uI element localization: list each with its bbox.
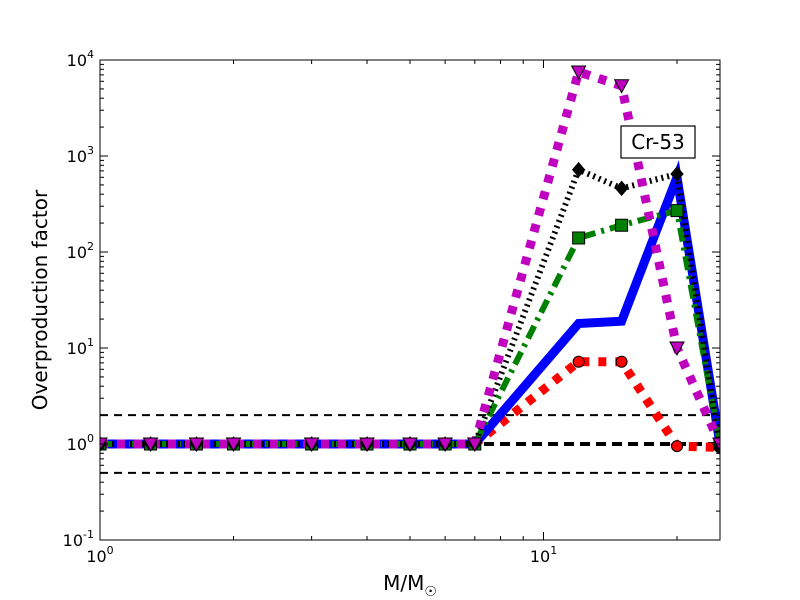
series-3-marker-10 [614, 180, 629, 197]
y-tick-base-0: 10 [63, 531, 83, 550]
x-tick-exp-0: 0 [107, 544, 114, 557]
series-4-marker-3 [225, 437, 242, 453]
y-tick-base-4: 10 [67, 147, 87, 166]
y-tick-base-2: 10 [67, 339, 87, 358]
series-4-marker-7 [437, 437, 453, 453]
x-axis-title: M/M☉ [383, 571, 437, 600]
series-4-marker-11 [669, 341, 685, 357]
series-0-marker-11 [671, 440, 684, 453]
series-markers [100, 65, 720, 456]
series-4-marker-10 [613, 79, 630, 94]
annotation-box [620, 125, 696, 159]
x-tick-base-0: 10 [86, 547, 106, 566]
y-tick-label-2: 101 [67, 336, 94, 358]
series-4-marker-6 [402, 437, 418, 453]
y-tick-label-1: 100 [67, 432, 94, 454]
y-tick-label-3: 102 [67, 240, 94, 262]
series-3-marker-11 [670, 166, 684, 182]
series-0-marker-9 [572, 355, 585, 368]
y-tick-label-4: 103 [67, 144, 94, 166]
series-4-marker-4 [303, 437, 320, 453]
series-2-marker-10 [615, 218, 629, 232]
x-tick-exp-1: 1 [550, 544, 557, 557]
y-tick-base-5: 10 [67, 51, 87, 70]
y-tick-label-5: 104 [67, 48, 94, 70]
y-tick-base-1: 10 [67, 435, 87, 454]
annotation-text: Cr-53 [631, 130, 685, 154]
x-axis-title-subscript: ☉ [424, 584, 437, 600]
y-tick-label-0: 10-1 [63, 528, 94, 550]
series-4-marker-9 [570, 65, 587, 81]
x-tick-label-1: 101 [530, 544, 557, 566]
series-2-marker-11 [670, 204, 684, 218]
series-4-marker-2 [188, 437, 205, 453]
y-axis-title: Overproduction factor [28, 189, 52, 410]
y-tick-exp-5: 4 [87, 48, 94, 61]
y-tick-exp-4: 3 [87, 144, 94, 157]
series-3-marker-9 [571, 161, 586, 178]
y-tick-exp-3: 2 [87, 240, 94, 253]
annotation: Cr-53 [620, 125, 696, 159]
series-4-marker-8 [466, 437, 483, 453]
x-axis-title-main: M/M [383, 571, 424, 595]
y-tick-exp-0: -1 [83, 528, 94, 541]
y-tick-base-3: 10 [67, 243, 87, 262]
series-4-marker-5 [359, 437, 375, 453]
x-tick-base-1: 10 [530, 547, 550, 566]
x-tick-label-0: 100 [86, 544, 113, 566]
y-tick-exp-1: 0 [87, 432, 94, 445]
series-0-marker-10 [615, 355, 628, 368]
y-tick-exp-2: 1 [87, 336, 94, 349]
series-2-marker-9 [572, 231, 586, 245]
series-4-marker-1 [142, 437, 159, 453]
